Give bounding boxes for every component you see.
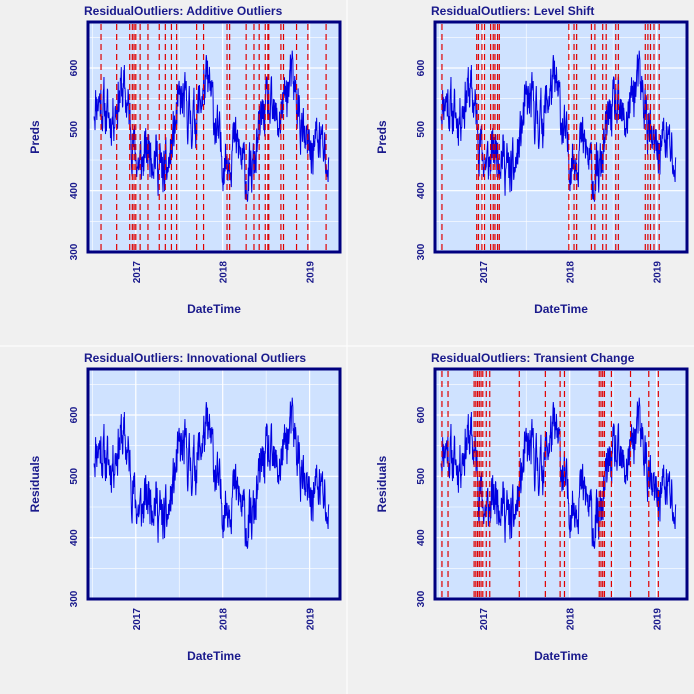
chart-title: ResidualOutliers: Level Shift [431,4,594,18]
y-axis-label: Residuals [375,455,389,512]
chart-title: ResidualOutliers: Additive Outliers [84,4,283,18]
y-tick-label: 600 [69,59,80,76]
plot-frame [86,20,342,254]
y-tick-label: 500 [69,468,80,485]
x-tick-label: 2018 [566,261,577,284]
series-line [440,397,677,549]
x-axis-label: DateTime [534,649,588,663]
y-tick-label: 400 [416,182,427,199]
y-tick-label: 600 [416,59,427,76]
x-tick-label: 2017 [479,608,490,631]
series-line [93,50,330,202]
plot-area [88,369,340,599]
chart-title: ResidualOutliers: Transient Change [431,351,635,365]
y-tick-label: 400 [416,529,427,546]
x-tick-label: 2018 [219,261,230,284]
y-tick-label: 500 [416,121,427,138]
x-tick-label: 2019 [653,608,664,631]
series-line [440,50,677,202]
x-tick-label: 2017 [479,261,490,284]
x-axis-label: DateTime [187,302,241,316]
x-axis-label: DateTime [187,649,241,663]
chart-panel-3: ResidualOutliers: Innovational Outliers 3… [28,351,342,663]
y-axis-label: Preds [28,120,42,154]
x-tick-label: 2019 [653,261,664,284]
plot-frame [433,20,689,254]
series-line [93,397,330,549]
x-tick-label: 2017 [132,608,143,631]
y-axis-label: Preds [375,120,389,154]
y-tick-label: 300 [69,590,80,607]
chart-panel-1: ResidualOutliers: Additive Outliers 300 40… [28,4,342,316]
plot-frame [433,367,689,601]
y-axis-label: Residuals [28,455,42,512]
x-tick-label: 2019 [306,261,317,284]
y-tick-label: 300 [69,243,80,260]
x-tick-label: 2017 [132,261,143,284]
x-tick-label: 2019 [306,608,317,631]
y-tick-label: 300 [416,243,427,260]
y-tick-label: 400 [69,529,80,546]
y-tick-label: 300 [416,590,427,607]
plot-frame [86,367,342,601]
chart-panel-2: ResidualOutliers: Level Shift 300 400 500 60… [375,4,689,316]
y-tick-label: 500 [416,468,427,485]
y-tick-label: 400 [69,182,80,199]
chart-title: ResidualOutliers: Innovational Outliers [84,351,306,365]
x-tick-label: 2018 [566,608,577,631]
y-tick-label: 600 [416,406,427,423]
y-tick-label: 500 [69,121,80,138]
chart-panel-4: ResidualOutliers: Transient Change 300 400… [375,351,689,663]
x-tick-label: 2018 [219,608,230,631]
y-tick-label: 600 [69,406,80,423]
x-axis-label: DateTime [534,302,588,316]
